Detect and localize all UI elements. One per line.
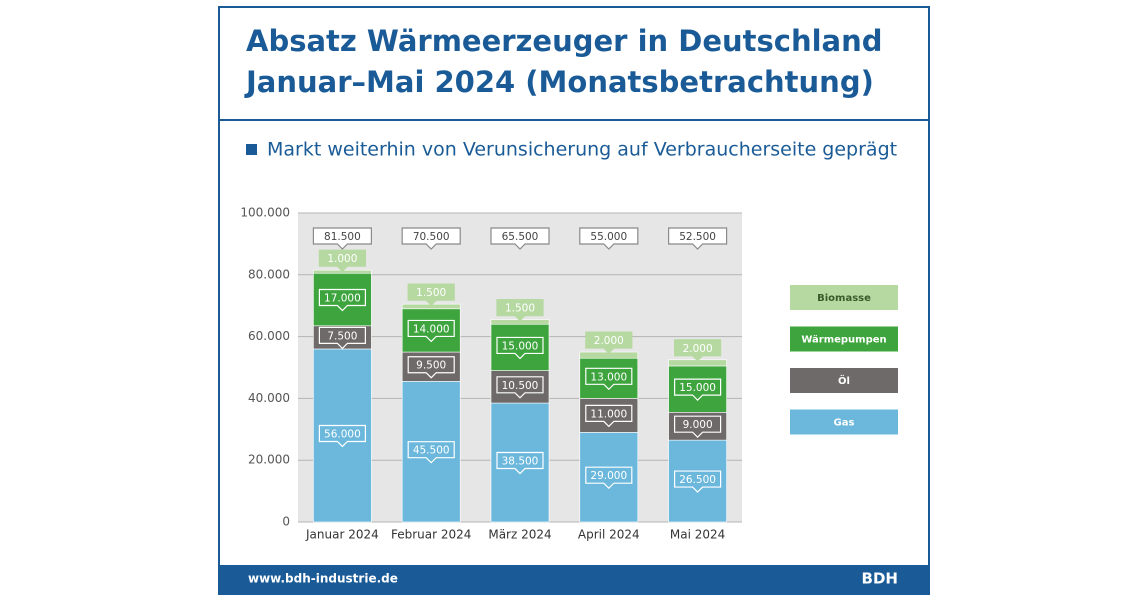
label-box	[668, 227, 728, 250]
value-label: 9.500	[416, 360, 446, 372]
x-tick-label: März 2024	[488, 528, 551, 542]
bullet	[246, 144, 257, 155]
y-tick-label: 0	[282, 515, 290, 529]
label-box	[407, 356, 455, 379]
legend-swatch	[790, 326, 898, 352]
value-label: 9.000	[683, 419, 713, 431]
label-box	[579, 227, 639, 250]
footer-band	[219, 565, 929, 594]
label-box	[496, 299, 544, 322]
value-label: 7.500	[327, 330, 357, 342]
label-box	[585, 466, 633, 490]
label-box	[312, 227, 372, 250]
value-label: 38.500	[502, 456, 539, 468]
y-tick-label: 20.000	[248, 453, 290, 467]
label-box	[496, 451, 544, 475]
legend-label: Biomasse	[817, 293, 871, 304]
value-label: 15.000	[679, 382, 716, 394]
label-box	[318, 288, 366, 312]
value-label: 81.500	[324, 231, 361, 243]
value-label: 26.500	[679, 474, 716, 486]
y-tick-label: 60.000	[248, 329, 290, 343]
label-box	[674, 415, 722, 439]
legend-swatch	[790, 409, 898, 435]
value-label: 10.500	[502, 380, 539, 392]
value-label: 13.000	[590, 371, 627, 383]
label-box	[407, 283, 455, 307]
label-box	[407, 441, 455, 464]
value-label: 1.500	[416, 287, 446, 299]
value-label: 56.000	[324, 428, 361, 440]
footer-url: www.bdh-industrie.de	[248, 572, 398, 586]
y-tick-label: 40.000	[248, 391, 290, 405]
chart-title: Januar–Mai 2024 (Monatsbetrachtung)	[244, 65, 874, 99]
legend-label: Wärmepumpen	[801, 335, 886, 346]
label-box	[490, 227, 550, 250]
value-label: 65.500	[502, 231, 539, 243]
footer-brand: BDH	[862, 570, 898, 588]
x-tick-label: Januar 2024	[305, 528, 379, 542]
value-label: 2.000	[683, 343, 713, 355]
value-label: 1.000	[327, 253, 357, 265]
value-label: 52.500	[679, 231, 716, 243]
chart-subtitle: Markt weiterhin von Verunsicherung auf V…	[267, 139, 897, 161]
value-label: 14.000	[413, 323, 450, 335]
label-box	[318, 249, 366, 273]
label-box	[585, 367, 633, 391]
value-label: 55.000	[590, 231, 627, 243]
value-label: 15.000	[502, 340, 539, 352]
label-box	[318, 424, 366, 448]
label-box	[674, 378, 722, 401]
value-label: 29.000	[590, 470, 627, 482]
x-tick-label: April 2024	[578, 528, 640, 542]
value-label: 17.000	[324, 293, 361, 305]
x-tick-label: Februar 2024	[391, 528, 471, 542]
value-label: 70.500	[413, 231, 450, 243]
x-tick-label: Mai 2024	[670, 528, 725, 542]
label-box	[496, 336, 544, 360]
value-label: 2.000	[594, 335, 624, 347]
label-box	[585, 404, 633, 428]
label-box	[674, 470, 722, 493]
value-label: 1.500	[505, 303, 535, 315]
legend-label: Öl	[838, 373, 850, 387]
y-tick-label: 100.000	[240, 206, 290, 220]
legend-swatch	[790, 285, 898, 310]
y-tick-label: 80.000	[248, 267, 290, 281]
legend-label: Gas	[834, 418, 855, 429]
label-box	[318, 326, 366, 350]
value-label: 45.500	[413, 445, 450, 457]
chart-title: Absatz Wärmeerzeuger in Deutschland	[246, 24, 883, 58]
value-label: 11.000	[590, 408, 627, 420]
label-box	[407, 319, 455, 343]
label-box	[585, 331, 633, 354]
legend-swatch	[790, 368, 898, 393]
label-box	[496, 376, 544, 399]
label-box	[674, 339, 722, 362]
label-box	[401, 227, 461, 250]
